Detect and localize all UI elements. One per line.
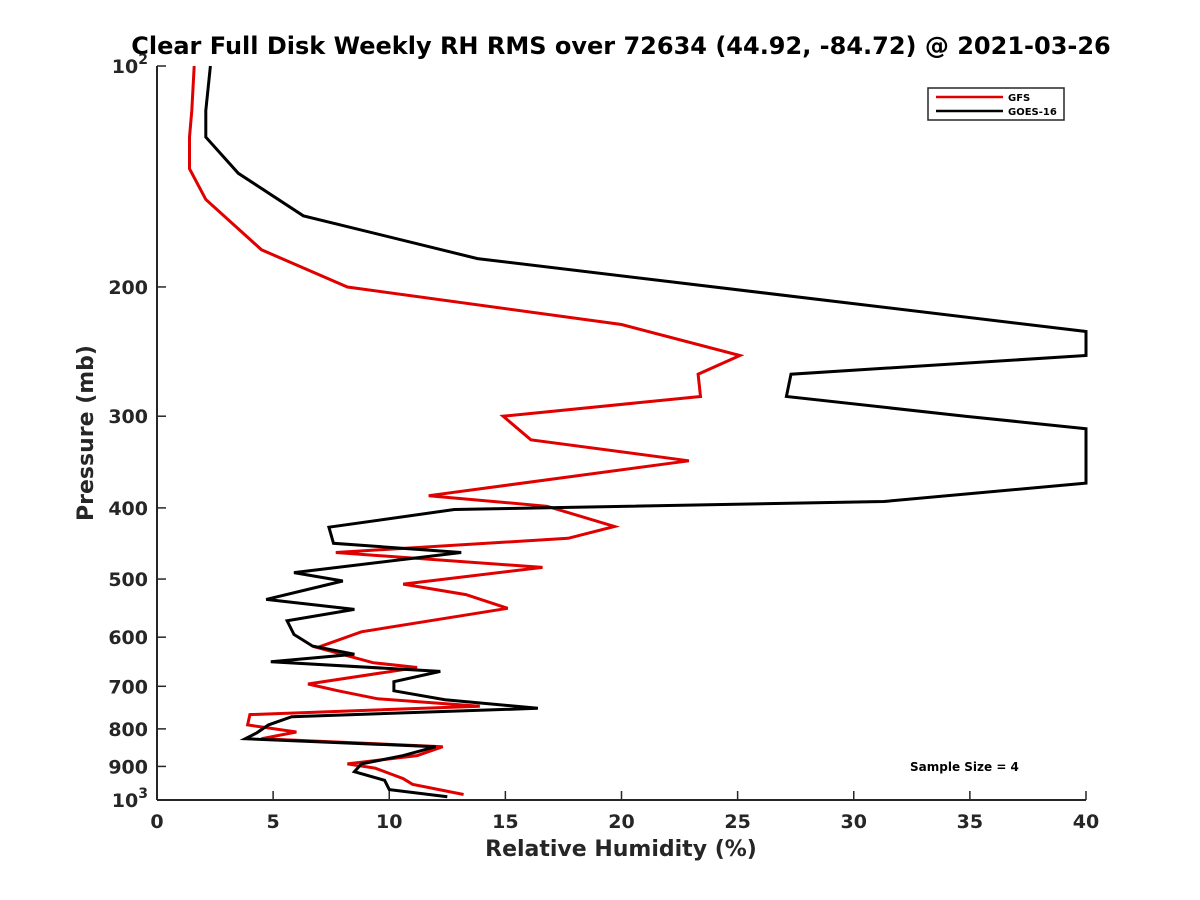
plot-area: 0 5 10 15 20 25 30 35 40 102 200 300 400 500 600 700 80… — [108, 52, 1099, 833]
legend-box — [927, 87, 1065, 121]
y-tick-label: 800 — [108, 719, 148, 741]
x-axis-label: Relative Humidity (%) — [485, 837, 757, 862]
x-tick-label: 30 — [841, 811, 867, 833]
x-tick-label: 25 — [724, 811, 750, 833]
y-tick-label: 103 — [112, 786, 148, 812]
legend-label-goes16: GOES-16 — [1008, 107, 1057, 118]
y-tick-label: 700 — [108, 676, 148, 698]
legend: GFS GOES-16 — [927, 87, 1065, 121]
x-tick-label: 15 — [492, 811, 518, 833]
x-tick-label: 5 — [267, 811, 280, 833]
chart-title: Clear Full Disk Weekly RH RMS over 72634… — [131, 32, 1111, 60]
x-tick-label: 0 — [150, 811, 163, 833]
y-axis-label: Pressure (mb) — [74, 345, 99, 521]
y-tick-label: 300 — [108, 406, 148, 428]
y-tick-label: 600 — [108, 627, 148, 649]
y-axis-ticks: 102 200 300 400 500 600 700 800 900 103 — [108, 52, 166, 812]
series-line-goes16 — [204, 65, 1088, 799]
y-tick-label: 400 — [108, 498, 148, 520]
x-tick-label: 10 — [376, 811, 402, 833]
x-tick-label: 40 — [1073, 811, 1099, 833]
y-tick-label: 102 — [112, 52, 148, 78]
legend-label-gfs: GFS — [1008, 93, 1030, 104]
x-tick-label: 35 — [957, 811, 983, 833]
x-axis-ticks: 0 5 10 15 20 25 30 35 40 — [150, 791, 1099, 833]
sample-size-annotation: Sample Size = 4 — [910, 760, 1019, 774]
y-tick-label: 900 — [108, 756, 148, 778]
y-tick-label: 500 — [108, 569, 148, 591]
x-tick-label: 20 — [608, 811, 634, 833]
series-layer — [188, 65, 1088, 799]
y-tick-label: 200 — [108, 277, 148, 299]
